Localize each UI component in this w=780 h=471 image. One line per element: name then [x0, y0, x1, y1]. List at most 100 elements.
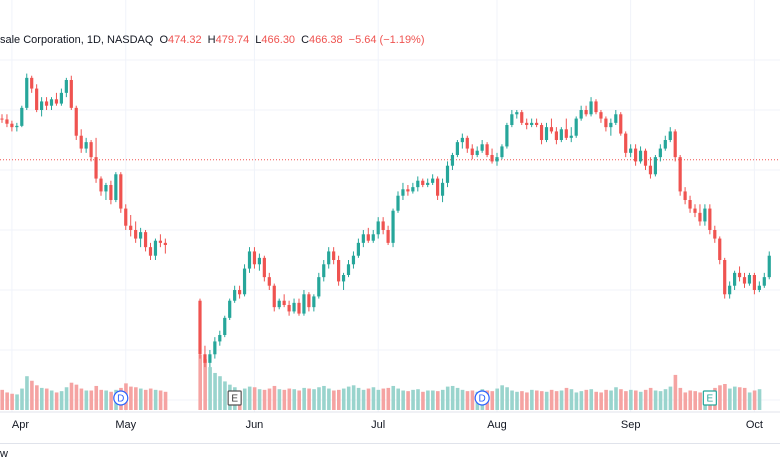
candle-body	[723, 260, 727, 295]
volume-bar	[520, 391, 524, 410]
candle-body	[312, 296, 316, 308]
x-tick-label: Apr	[12, 419, 29, 431]
volume-bar	[129, 386, 133, 410]
volume-bar	[500, 385, 504, 410]
candle-body	[74, 107, 78, 136]
x-tick-label: Jun	[246, 419, 264, 431]
candle-body	[35, 88, 39, 110]
volume-bar	[544, 391, 549, 410]
candle-body	[158, 240, 162, 243]
volume-bar	[341, 388, 346, 410]
volume-bar	[742, 387, 747, 410]
volume-bar	[752, 390, 757, 410]
candle-body	[658, 148, 662, 158]
candle-body	[99, 178, 103, 192]
candle-body	[564, 129, 568, 138]
candle-body	[505, 125, 509, 147]
volume-bar	[262, 389, 267, 410]
volume-bar	[416, 389, 420, 410]
candle-body	[426, 182, 430, 185]
candle-body	[401, 189, 405, 196]
volume-bar	[25, 376, 29, 410]
candle-body	[79, 135, 83, 149]
earnings-marker-icon	[227, 390, 242, 406]
footer-text: w	[0, 448, 8, 460]
volume-bar	[648, 387, 653, 410]
candle-body	[460, 137, 464, 143]
candle-body	[64, 80, 68, 93]
candle-body	[49, 99, 54, 106]
candle-body	[455, 142, 459, 155]
candle-body	[346, 264, 351, 275]
volume-bar	[530, 389, 534, 410]
candle-body	[421, 180, 425, 185]
volume-bar	[673, 374, 678, 410]
candle-body	[406, 189, 410, 192]
candle-body	[544, 127, 549, 140]
volume-bar	[515, 391, 519, 410]
candle-body	[747, 275, 752, 284]
candle-body	[396, 195, 400, 211]
close-value: 466.38	[309, 34, 343, 46]
volume-bar	[678, 387, 683, 410]
candle-body	[411, 187, 415, 192]
candle-body	[218, 335, 222, 342]
volume-bar	[579, 391, 584, 410]
volume-bar	[332, 390, 336, 410]
candle-body	[693, 208, 697, 213]
volume-bar	[688, 390, 693, 410]
volume-bar	[549, 389, 554, 410]
volume-bar	[158, 390, 163, 410]
volume-bar	[510, 390, 514, 410]
candle-body	[762, 277, 766, 286]
candle-body	[0, 118, 4, 120]
candle-body	[574, 118, 578, 136]
candle-body	[663, 140, 667, 149]
price-plot[interactable]: D E D E Apr May Jun Jul Aug Sep Oct	[0, 0, 780, 443]
candle-body	[733, 272, 737, 286]
volume-bar	[79, 388, 84, 410]
candle-body	[242, 268, 247, 295]
dividend-marker-label: D	[117, 394, 124, 405]
candle-body	[614, 114, 618, 123]
candle-body	[673, 131, 677, 158]
grid	[0, 0, 780, 412]
volume-bar	[505, 387, 509, 410]
candle-body	[495, 157, 499, 162]
candle-body	[737, 272, 742, 278]
volume-bar	[445, 386, 450, 410]
candle-body	[480, 144, 484, 151]
candle-body	[322, 264, 326, 278]
volume-bar	[267, 388, 272, 410]
volume-bar	[163, 391, 168, 410]
volume-bar	[109, 391, 113, 410]
candle-body	[139, 232, 143, 239]
volume-bar	[614, 387, 618, 410]
volume-bar	[252, 387, 257, 410]
candle-body	[317, 277, 321, 297]
candle-body	[25, 77, 29, 108]
volume-bar	[629, 389, 633, 410]
candle-body	[530, 122, 534, 125]
candle-body	[129, 225, 133, 230]
candle-body	[5, 119, 9, 124]
volume-bar	[257, 389, 262, 410]
volume-bar	[495, 388, 499, 410]
candle-body	[262, 257, 266, 278]
volume-bar	[663, 389, 668, 410]
symbol-legend: sale Corporation, 1D, NASDAQ O474.32 H479.…	[0, 30, 425, 50]
candle-body	[54, 99, 59, 104]
candle-body	[327, 251, 331, 265]
volume-bar	[619, 389, 623, 410]
volume-bar	[74, 384, 79, 410]
volume-bar	[386, 387, 391, 410]
volume-bar	[589, 389, 594, 410]
candle-body	[233, 290, 237, 301]
candle-body	[648, 165, 653, 175]
candle-body	[10, 123, 14, 128]
volume-bar	[203, 359, 207, 410]
candle-body	[292, 302, 296, 312]
volume-bar	[421, 391, 425, 410]
